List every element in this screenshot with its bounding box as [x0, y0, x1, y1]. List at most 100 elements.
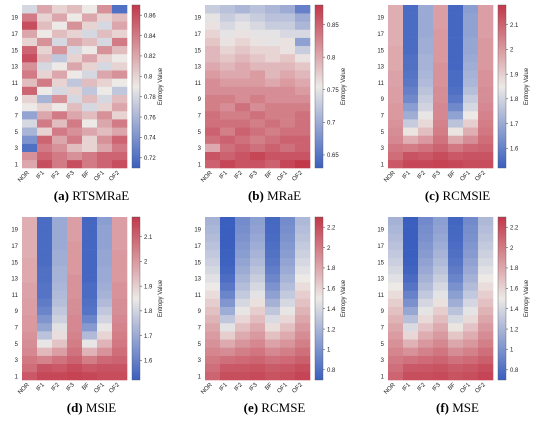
heatmap-cell [22, 13, 38, 22]
y-tick-label: 5 [198, 342, 202, 348]
colorbar-tick-label: 1.6 [144, 358, 153, 364]
heatmap-cell [67, 86, 83, 95]
heatmap-cell [220, 331, 236, 340]
heatmap-cell [463, 249, 479, 259]
heatmap-cell [250, 314, 266, 324]
heatmap-cell [97, 290, 113, 299]
heatmap-cell [478, 45, 494, 55]
heatmap-cell [295, 331, 311, 340]
heatmap-cell [205, 282, 221, 291]
heatmap-cell [418, 363, 434, 373]
heatmap-cell [205, 314, 221, 324]
heatmap-cell [220, 5, 236, 14]
colorbar-label: Entropy Value [341, 279, 347, 317]
heatmap-cell [67, 298, 83, 307]
heatmap-cell [52, 70, 68, 79]
heatmap-cell [448, 274, 464, 283]
heatmap-cell [463, 265, 479, 275]
heatmap-cell [265, 159, 281, 169]
heatmap-cell [433, 371, 449, 381]
heatmap-cell [250, 45, 266, 55]
heatmap-cell [82, 102, 98, 112]
heatmap-cell [388, 339, 404, 348]
heatmap-cell [478, 322, 494, 332]
heatmap-cell [82, 159, 98, 169]
heatmap-cell [433, 339, 449, 348]
heatmap-cell [22, 306, 38, 316]
heatmap-cell [250, 290, 266, 299]
heatmap-cell [52, 29, 68, 38]
heatmap-cell [448, 94, 464, 104]
heatmap-cell [97, 331, 113, 340]
heatmap-cell [52, 339, 68, 348]
y-tick-label: 5 [381, 130, 385, 136]
heatmap-cell [295, 249, 311, 259]
heatmap-cell [295, 225, 311, 234]
heatmap-cell [220, 37, 236, 47]
heatmap-cell [220, 45, 236, 55]
heatmap-cell [265, 241, 281, 250]
heatmap-cell [433, 94, 449, 104]
heatmap-cell [448, 241, 464, 250]
heatmap-cell [403, 102, 419, 112]
caption-a: (a) RTSMRaE [0, 188, 183, 204]
heatmap-cell [37, 29, 53, 38]
heatmap-cell [112, 102, 128, 112]
heatmap-cell [52, 135, 68, 144]
caption-letter-c: (c) [424, 188, 440, 203]
colorbar-tick-label: 1.6 [510, 287, 519, 293]
heatmap-cell [37, 306, 53, 316]
heatmap-cell [235, 78, 251, 87]
heatmap-cell [112, 306, 128, 316]
y-tick-label: 15 [194, 260, 201, 266]
heatmap-cell [82, 298, 98, 307]
caption-c: (c) RCMSlE [366, 188, 549, 204]
heatmap-cell [448, 331, 464, 340]
heatmap-cell [388, 314, 404, 324]
heatmap-cell [478, 306, 494, 316]
heatmap-cell [67, 274, 83, 283]
heatmap-cell [52, 225, 68, 234]
colorbar [131, 216, 141, 381]
colorbar-label: Entropy Value [341, 67, 347, 105]
heatmap-cell [22, 110, 38, 120]
heatmap-cell [418, 53, 434, 63]
heatmap-cell [220, 274, 236, 283]
heatmap-cell [205, 217, 221, 226]
heatmap-cell [388, 127, 404, 136]
heatmap-cell [82, 21, 98, 30]
heatmap-cell [403, 274, 419, 283]
heatmap-cell [235, 5, 251, 14]
heatmap-cell [82, 314, 98, 324]
heatmap-cell [112, 363, 128, 373]
heatmap-cell [112, 143, 128, 152]
heatmap-cell [388, 265, 404, 275]
heatmap-cell [235, 363, 251, 373]
colorbar-tick-label: 0.78 [144, 95, 156, 101]
heatmap-cell [433, 159, 449, 169]
heatmap-cell [433, 119, 449, 128]
colorbar-tick-label: 0.8 [510, 368, 519, 374]
heatmap-cell [403, 371, 419, 381]
heatmap-cell [280, 233, 296, 242]
heatmap-cell [433, 290, 449, 299]
heatmap-cell [22, 290, 38, 299]
heatmap-cell [265, 274, 281, 283]
heatmap-cell [112, 127, 128, 136]
heatmap-cell [82, 5, 98, 14]
colorbar-tick-label: 0.82 [144, 54, 156, 60]
heatmap-cell [280, 110, 296, 120]
heatmap-cell [220, 306, 236, 316]
heatmap-cell [97, 127, 113, 136]
heatmap-cell [448, 78, 464, 87]
heatmap-cell [67, 62, 83, 71]
heatmap-cell [280, 265, 296, 275]
heatmap-cell [67, 265, 83, 275]
heatmap-cell [295, 29, 311, 38]
heatmap-cell [52, 282, 68, 291]
heatmap-cell [235, 355, 251, 364]
heatmap-cell [463, 135, 479, 144]
heatmap-cell [22, 37, 38, 47]
heatmap-cell [97, 282, 113, 291]
